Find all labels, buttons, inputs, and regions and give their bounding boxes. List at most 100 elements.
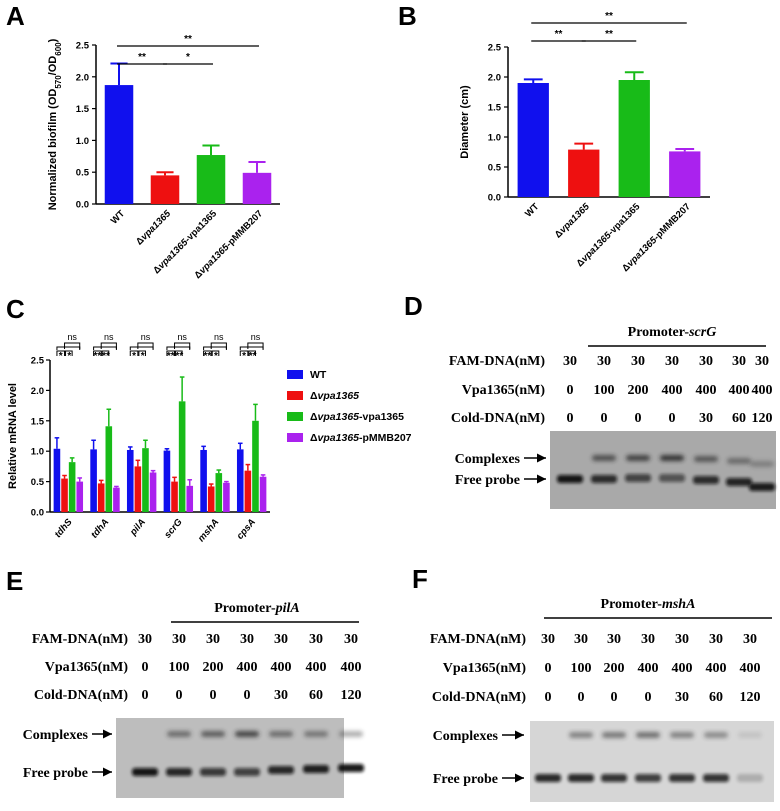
gel-row-value: 200	[203, 660, 224, 675]
chart-c-sig-label: *	[67, 351, 71, 362]
gel-free-band	[234, 768, 260, 776]
gel-label-complexes: Complexes	[455, 452, 521, 467]
gel-row-value: 30	[172, 632, 186, 647]
gel-row-value: 120	[341, 688, 362, 703]
gel-row-value: 400	[729, 383, 750, 398]
chart-c-category-label: cpsA	[235, 517, 258, 542]
gel-row-value: 30	[541, 632, 555, 647]
chart-a-biofilm: 0.0 0.5 1.0 1.5 2.0 2.5 Normalized biofilm (OD…	[47, 34, 280, 281]
chart-a-y-tick-label: 0.5	[76, 168, 90, 179]
chart-c-ns-label: ns	[214, 332, 224, 342]
chart-a-y-tick-label: 1.5	[76, 104, 90, 115]
gel-complex-band	[304, 731, 328, 737]
gel-row-value: 400	[740, 661, 761, 676]
gel-row-value: 30	[675, 690, 689, 705]
gel-free-band	[726, 478, 752, 486]
gel-row-value: 0	[176, 688, 183, 703]
gel-row-value: 30	[732, 354, 746, 369]
gel-row-value: 30	[138, 632, 152, 647]
chart-c-bar	[171, 481, 178, 512]
chart-c-sig-bracket	[93, 350, 102, 356]
chart-c-sig-bracket	[129, 350, 139, 356]
gel-row-value: 60	[709, 690, 723, 705]
gel-row-label: Vpa1365(nM)	[443, 661, 527, 676]
gel-d-scrg: Promoter-scrG FAM-DNA(nM) 30 30 30 30 30 30 30 Vp…	[449, 325, 776, 509]
chart-c-sig-label: **	[175, 351, 183, 362]
gel-row-value: 0	[645, 690, 652, 705]
gel-complex-band	[636, 732, 660, 738]
gel-label-free-probe: Free probe	[455, 473, 520, 488]
gel-row-value: 100	[571, 661, 592, 676]
gel-row-value: 0	[142, 660, 149, 675]
chart-c-sig-bracket	[210, 342, 227, 349]
gel-free-band	[693, 476, 719, 484]
chart-c-y-tick-label: 1.0	[31, 447, 44, 458]
gel-label-complexes: Complexes	[433, 729, 499, 744]
gel-free-band	[557, 475, 583, 483]
chart-c-bar	[113, 487, 120, 512]
gel-complex-band	[167, 731, 191, 737]
gel-row-label: FAM-DNA(nM)	[449, 354, 545, 369]
chart-c-sig-label: *	[141, 351, 145, 362]
chart-c-legend-swatch	[287, 412, 303, 421]
gel-row-value: 60	[732, 411, 746, 426]
chart-c-sig-bracket	[174, 342, 191, 349]
gel-row-value: 30	[665, 354, 679, 369]
chart-c-bar	[53, 448, 61, 512]
chart-c-bar	[163, 450, 171, 512]
gel-free-band	[591, 475, 617, 483]
gel-complex-band	[269, 731, 293, 737]
chart-c-sig-label: *	[132, 351, 136, 362]
chart-c-bar	[134, 466, 142, 512]
gel-row-value: 30	[206, 632, 220, 647]
chart-c-sig-label: *	[242, 351, 246, 362]
gel-complex-band	[602, 732, 626, 738]
chart-b-y-tick-label: 2.0	[488, 73, 501, 84]
gel-row-value: 0	[669, 411, 676, 426]
gel-free-band	[338, 764, 364, 772]
panel-label-d: D	[404, 291, 423, 321]
chart-c-legend-swatch	[287, 391, 303, 400]
chart-c-y-tick-label: 0.5	[31, 477, 45, 488]
gel-row-value: 30	[755, 354, 769, 369]
gel-row-label: Vpa1365(nM)	[462, 383, 546, 398]
gel-free-band	[635, 774, 661, 782]
chart-c-sig-label: **	[249, 351, 257, 362]
gel-row-value: 30	[574, 632, 588, 647]
chart-a-y-tick-label: 0.0	[76, 200, 89, 211]
gel-row-value: 400	[662, 383, 683, 398]
chart-b-sig-label: **	[605, 29, 613, 40]
chart-c-sig-bracket	[211, 350, 220, 356]
gel-row-value: 30	[563, 354, 577, 369]
chart-c-bar	[207, 486, 215, 512]
gel-row-value: 400	[306, 660, 327, 675]
chart-b-category-label: WT	[523, 201, 541, 219]
chart-b-sig-label: **	[555, 29, 563, 40]
gel-complex-band	[738, 732, 762, 738]
chart-c-sig-label: **	[102, 351, 110, 362]
gel-complex-band	[670, 732, 694, 738]
gel-row-value: 0	[545, 661, 552, 676]
gel-row-value: 400	[271, 660, 292, 675]
chart-c-bar	[252, 420, 259, 512]
gel-title: Promoter-mshA	[601, 597, 696, 612]
chart-c-sig-bracket	[166, 350, 176, 356]
chart-c-bar	[142, 448, 149, 512]
chart-c-sig-bracket	[137, 342, 154, 349]
gel-complex-band	[592, 455, 616, 461]
gel-row-value: 400	[706, 661, 727, 676]
chart-c-category-label: scrG	[162, 516, 185, 540]
gel-free-band	[749, 483, 775, 491]
gel-row-value: 100	[594, 383, 615, 398]
chart-c-sig-label: **	[167, 351, 175, 362]
gel-row-value: 30	[699, 411, 713, 426]
chart-c-legend-label: Δvpa1365-pMMB207	[310, 432, 412, 444]
chart-b-y-tick-label: 0.5	[488, 163, 502, 174]
chart-c-mrna: 0.0 0.5 1.0 1.5 2.0 2.5 Relative mRNA level tdh…	[7, 332, 412, 544]
gel-row-value: 30	[344, 632, 358, 647]
gel-free-band	[200, 768, 226, 776]
gel-row-value: 200	[604, 661, 625, 676]
chart-b-bar	[517, 83, 549, 197]
chart-c-bar	[126, 449, 134, 512]
